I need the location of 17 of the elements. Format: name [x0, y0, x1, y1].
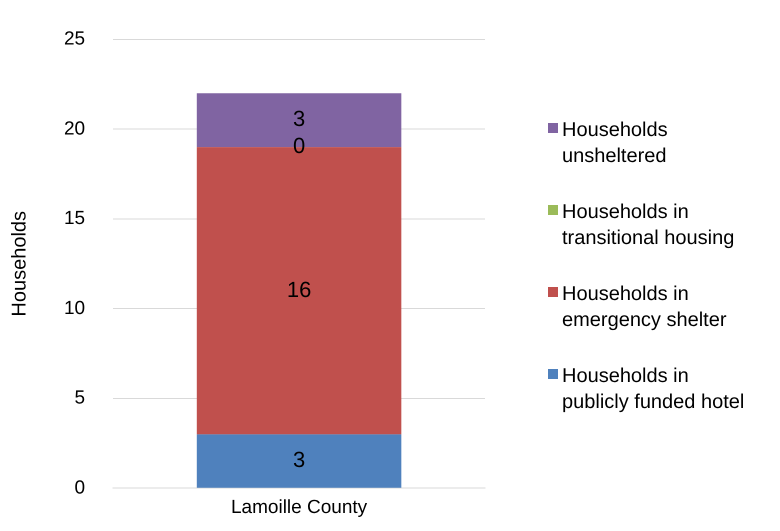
legend-label: Households in publicly funded hotel [562, 364, 746, 414]
data-label: 16 [286, 276, 312, 302]
y-tick-label: 5 [74, 388, 86, 409]
y-tick-label: 20 [64, 118, 86, 140]
y-tick-label: 0 [74, 477, 86, 498]
data-label: 3 [292, 447, 306, 472]
bar [196, 434, 402, 488]
y-tick-label: 25 [64, 28, 86, 50]
y-axis-title: Households [8, 210, 31, 317]
y-tick-label: 10 [64, 298, 86, 319]
data-label: 3 [292, 106, 306, 132]
legend-label: Households unsheltered [562, 118, 669, 168]
x-tick-label: Lamoille County [230, 496, 368, 518]
y-tick-label: 15 [64, 208, 86, 230]
legend-label: Households in transitional housing [562, 200, 736, 250]
data-label: 0 [292, 133, 306, 158]
legend-label: Households in emergency shelter [562, 282, 728, 332]
